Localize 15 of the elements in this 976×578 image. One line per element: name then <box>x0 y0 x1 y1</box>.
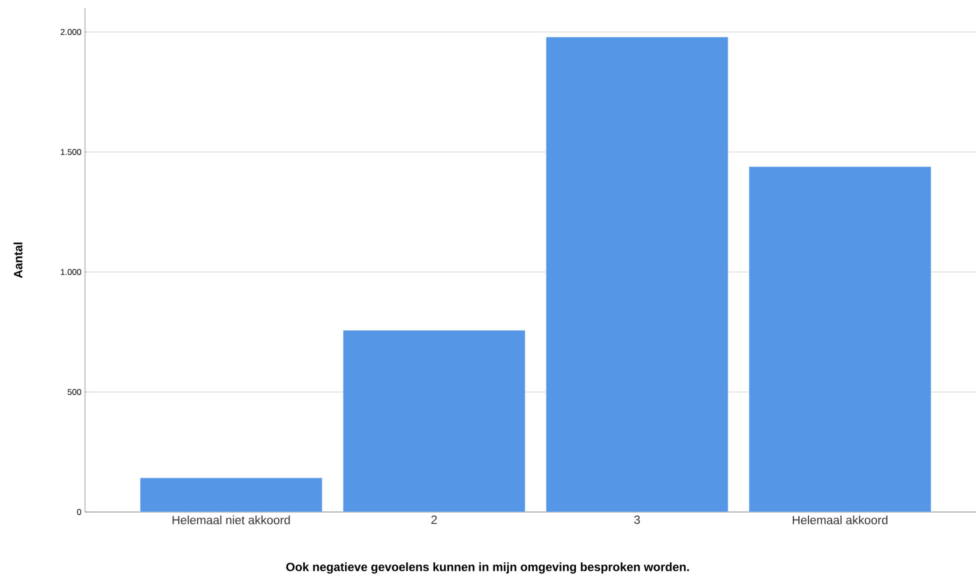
bar <box>748 166 932 512</box>
x-tick-label: 2 <box>431 516 437 524</box>
x-tick-label: Helemaal akkoord <box>792 516 888 524</box>
x-axis-title: Ook negatieve gevoelens kunnen in mijn omgeving besproken worden. <box>286 562 689 574</box>
y-tick-label: 1.500 <box>60 149 82 155</box>
bar <box>342 330 526 512</box>
y-tick-label: 2.000 <box>60 29 82 35</box>
bar <box>546 36 728 512</box>
y-tick-label: 1.000 <box>60 269 82 275</box>
x-tick-label: 3 <box>634 516 640 524</box>
y-tick-label: 500 <box>68 389 82 395</box>
x-tick-label: Helemaal niet akkoord <box>172 516 290 524</box>
y-axis-title: Aantal <box>14 242 22 278</box>
bar <box>140 478 322 512</box>
y-tick-label: 0 <box>77 509 82 515</box>
